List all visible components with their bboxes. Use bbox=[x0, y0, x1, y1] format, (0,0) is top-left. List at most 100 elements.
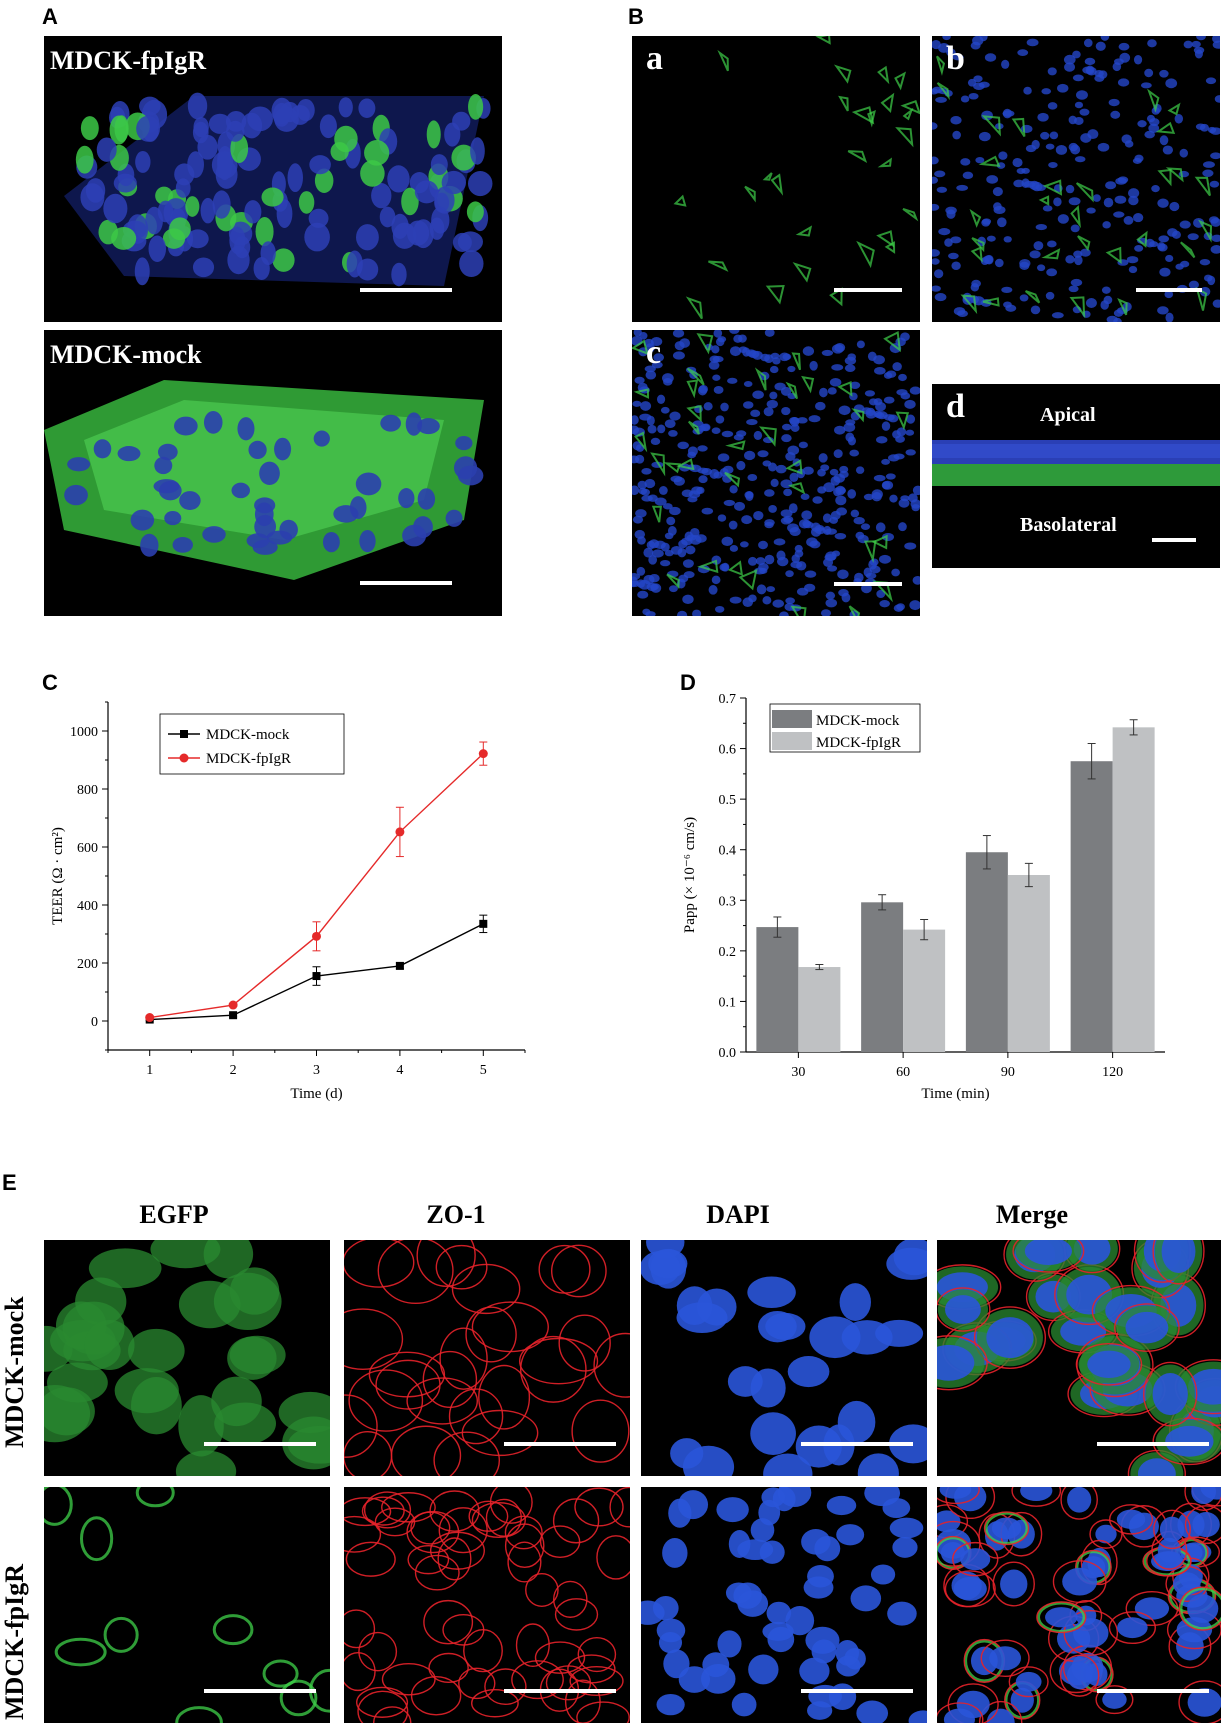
legend-swatch bbox=[772, 732, 812, 750]
micrograph-b-b: b bbox=[932, 36, 1220, 322]
row-header-mock: MDCK-mock bbox=[0, 1296, 29, 1448]
data-point bbox=[229, 1011, 238, 1020]
bar-MDCK-fpIgR bbox=[1112, 727, 1155, 1052]
y-axis-label: TEER (Ω · cm²) bbox=[50, 827, 66, 925]
series-MDCK-fpIgR bbox=[145, 741, 488, 1023]
scale-bar bbox=[834, 288, 902, 292]
legend-label: MDCK-mock bbox=[206, 727, 290, 743]
y-axis-label: Papp (× 10⁻⁶ cm/s) bbox=[682, 817, 698, 933]
column-header-egfp: EGFP bbox=[139, 1200, 209, 1229]
data-point bbox=[312, 931, 321, 941]
x-axis-label: Time (d) bbox=[290, 1086, 342, 1102]
y-tick-label: 800 bbox=[77, 783, 98, 798]
scale-bar bbox=[204, 1689, 316, 1693]
y-tick-label: 600 bbox=[77, 841, 98, 856]
scale-bar bbox=[504, 1442, 616, 1446]
legend: MDCK-mock MDCK-fpIgR bbox=[769, 703, 921, 753]
x-tick-label: 60 bbox=[896, 1065, 910, 1080]
x-tick-label: 1 bbox=[146, 1063, 153, 1078]
legend-label: MDCK-fpIgR bbox=[816, 735, 901, 751]
teer-line-chart: 0 200 400 600 800 1000 1 2 3 4 5 Time (d) TEER (Ω · … bbox=[50, 701, 526, 1102]
row-header-fpigr: MDCK-fpIgR bbox=[0, 1564, 29, 1720]
legend-label: MDCK-mock bbox=[816, 713, 900, 729]
scale-bar bbox=[1152, 538, 1196, 542]
scale-bar bbox=[1097, 1442, 1209, 1446]
subpanel-label-d: d bbox=[946, 388, 965, 425]
panel-label-c: C bbox=[42, 670, 58, 695]
scale-bar bbox=[1097, 1689, 1209, 1693]
column-header-dapi: DAPI bbox=[706, 1200, 770, 1229]
micrograph-e-dapi-row1 bbox=[641, 1240, 927, 1476]
micrograph-b-c: c bbox=[632, 330, 920, 616]
micrograph-e-egfp-row2 bbox=[44, 1487, 330, 1723]
x-tick-label: 3 bbox=[313, 1063, 320, 1078]
micrograph-e-zo1-row2 bbox=[344, 1487, 630, 1723]
micrograph-e-egfp-row1 bbox=[44, 1240, 330, 1476]
scale-bar bbox=[834, 582, 902, 586]
micrograph-a-fpigr: MDCK-fpIgR bbox=[44, 36, 502, 322]
bar-MDCK-mock bbox=[861, 902, 904, 1052]
bar-MDCK-fpIgR bbox=[798, 967, 841, 1052]
apical-label: Apical bbox=[1040, 404, 1096, 426]
x-axis-label: Time (min) bbox=[921, 1086, 989, 1102]
scale-bar bbox=[504, 1689, 616, 1693]
panel-label-b: B bbox=[628, 4, 644, 29]
basolateral-label: Basolateral bbox=[1020, 514, 1117, 536]
legend-label: MDCK-fpIgR bbox=[206, 751, 291, 767]
axes: 0 200 400 600 800 1000 1 2 3 4 5 bbox=[70, 701, 526, 1078]
y-tick-label: 0 bbox=[91, 1015, 98, 1030]
y-tick-label: 0.6 bbox=[719, 743, 737, 758]
data-point bbox=[395, 961, 404, 970]
micrograph-e-merge-row1 bbox=[937, 1240, 1221, 1476]
micrograph-b-a: a bbox=[632, 36, 920, 322]
data-point bbox=[478, 749, 488, 759]
papp-bar-chart: 0.0 0.1 0.2 0.3 0.4 0.5 0.6 0.7 30 60 90 120 Time (m… bbox=[682, 692, 1165, 1102]
subpanel-label-c: c bbox=[646, 334, 662, 371]
subpanel-label-b: b bbox=[946, 40, 965, 77]
legend-box bbox=[159, 713, 345, 775]
micrograph-e-zo1-row1 bbox=[344, 1240, 630, 1476]
bar-MDCK-mock bbox=[965, 852, 1008, 1052]
legend-marker bbox=[180, 730, 188, 738]
panel-a-top-title: MDCK-fpIgR bbox=[50, 46, 206, 75]
y-tick-label: 1000 bbox=[70, 725, 98, 740]
scale-bar bbox=[801, 1689, 913, 1693]
scale-bar bbox=[204, 1442, 316, 1446]
scale-bar bbox=[1136, 288, 1202, 292]
bar-MDCK-fpIgR bbox=[903, 929, 946, 1052]
data-point bbox=[395, 827, 405, 837]
legend-marker bbox=[179, 753, 189, 763]
subpanel-label-a: a bbox=[646, 40, 663, 77]
micrograph-e-dapi-row2 bbox=[641, 1487, 927, 1723]
bar-MDCK-fpIgR bbox=[1007, 875, 1050, 1052]
column-header-zo1: ZO-1 bbox=[426, 1200, 486, 1229]
column-header-merge: Merge bbox=[995, 1200, 1069, 1229]
y-tick-label: 200 bbox=[77, 957, 98, 972]
data-point bbox=[228, 1000, 238, 1010]
panel-label-d: D bbox=[680, 670, 696, 695]
panel-label-a: A bbox=[42, 4, 58, 29]
scale-bar bbox=[801, 1442, 913, 1446]
y-tick-label: 0.3 bbox=[719, 894, 737, 909]
x-tick-label: 5 bbox=[480, 1063, 487, 1078]
legend-swatch bbox=[772, 710, 812, 728]
micrograph-a-mock: MDCK-mock bbox=[44, 330, 502, 616]
y-tick-label: 0.5 bbox=[719, 793, 737, 808]
panel-a-bottom-title: MDCK-mock bbox=[50, 340, 202, 369]
x-tick-label: 2 bbox=[230, 1063, 237, 1078]
scale-bar bbox=[360, 581, 452, 585]
micrograph-b-d: d Apical Basolateral bbox=[932, 384, 1220, 568]
scale-bar bbox=[360, 288, 452, 292]
y-tick-label: 0.2 bbox=[719, 945, 737, 960]
micrograph-e-merge-row2 bbox=[937, 1487, 1221, 1723]
y-tick-label: 0.0 bbox=[719, 1046, 737, 1061]
y-tick-label: 400 bbox=[77, 899, 98, 914]
data-point bbox=[312, 972, 321, 981]
data-point bbox=[145, 1013, 155, 1023]
y-tick-label: 0.7 bbox=[719, 692, 737, 707]
bar-MDCK-mock bbox=[756, 927, 799, 1052]
y-tick-label: 0.4 bbox=[719, 844, 737, 859]
x-tick-label: 120 bbox=[1102, 1065, 1123, 1080]
data-point bbox=[479, 919, 488, 928]
y-tick-label: 0.1 bbox=[719, 995, 737, 1010]
